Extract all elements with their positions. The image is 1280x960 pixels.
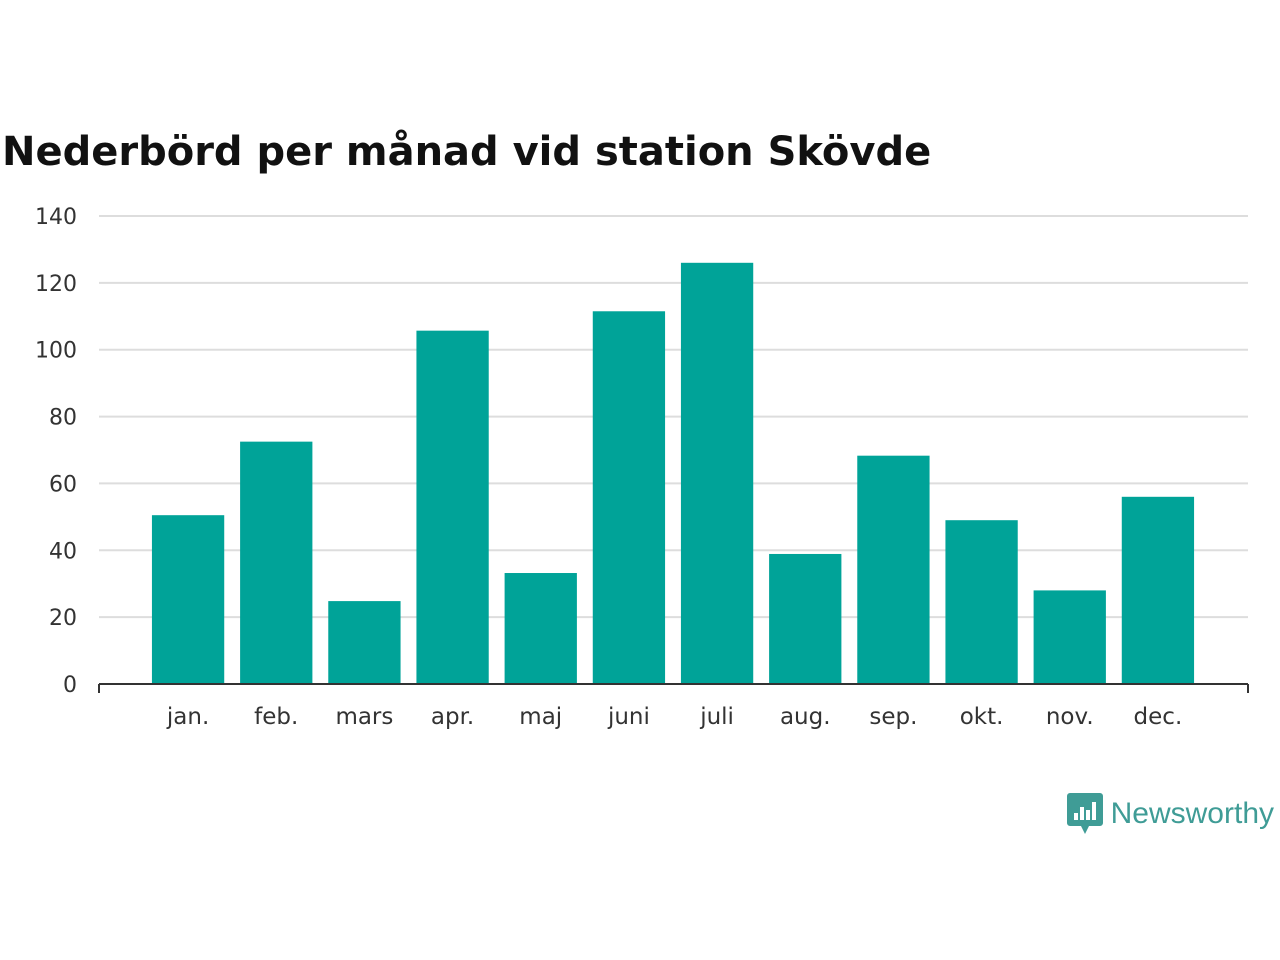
chart-title: Nederbörd per månad vid station Skövde — [2, 129, 932, 175]
bar-5 — [504, 573, 577, 684]
bar-7 — [680, 262, 754, 684]
y-tick-label: 140 — [35, 205, 77, 230]
y-tick-label: 60 — [49, 472, 77, 497]
bar-chart: 0 20 40 60 80 100 120 140 jan. feb. mars apr. maj jun… — [35, 205, 1249, 730]
x-tick-label: juli — [699, 704, 734, 730]
x-tick-label: mars — [335, 704, 393, 730]
brand-logo: Newsworthy — [1066, 792, 1274, 836]
x-tick-label: okt. — [960, 704, 1004, 730]
x-tick-label: maj — [519, 704, 562, 730]
bar-12 — [1121, 496, 1195, 684]
x-tick-label: jan. — [166, 704, 209, 730]
bar-2 — [240, 441, 313, 684]
x-tick-label: apr. — [431, 704, 474, 730]
axes: 0 20 40 60 80 100 120 140 jan. feb. mars apr. maj jun… — [35, 205, 1249, 730]
y-tick-label: 0 — [63, 673, 77, 698]
brand-name: Newsworthy — [1110, 797, 1274, 830]
bar-11 — [1033, 590, 1106, 684]
y-tick-label: 100 — [35, 339, 77, 364]
y-tick-label: 120 — [35, 272, 77, 297]
x-tick-label: sep. — [869, 704, 917, 730]
bar-8 — [769, 553, 842, 684]
x-tick-label: aug. — [780, 704, 831, 730]
y-tick-label: 40 — [49, 539, 77, 564]
x-tick-label: dec. — [1134, 704, 1183, 730]
bar-6 — [592, 311, 666, 684]
x-tick-label: juni — [607, 704, 650, 730]
bar-4 — [416, 330, 489, 684]
bars — [151, 262, 1195, 684]
bar-1 — [151, 515, 225, 684]
x-tick-label: nov. — [1046, 704, 1094, 730]
bar-10 — [945, 520, 1018, 684]
y-tick-label: 20 — [49, 606, 77, 631]
x-tick-label: feb. — [254, 704, 298, 730]
newsworthy-logo-icon — [1066, 793, 1103, 834]
bar-9 — [857, 455, 930, 684]
y-tick-label: 80 — [49, 406, 77, 431]
bar-3 — [328, 601, 401, 684]
